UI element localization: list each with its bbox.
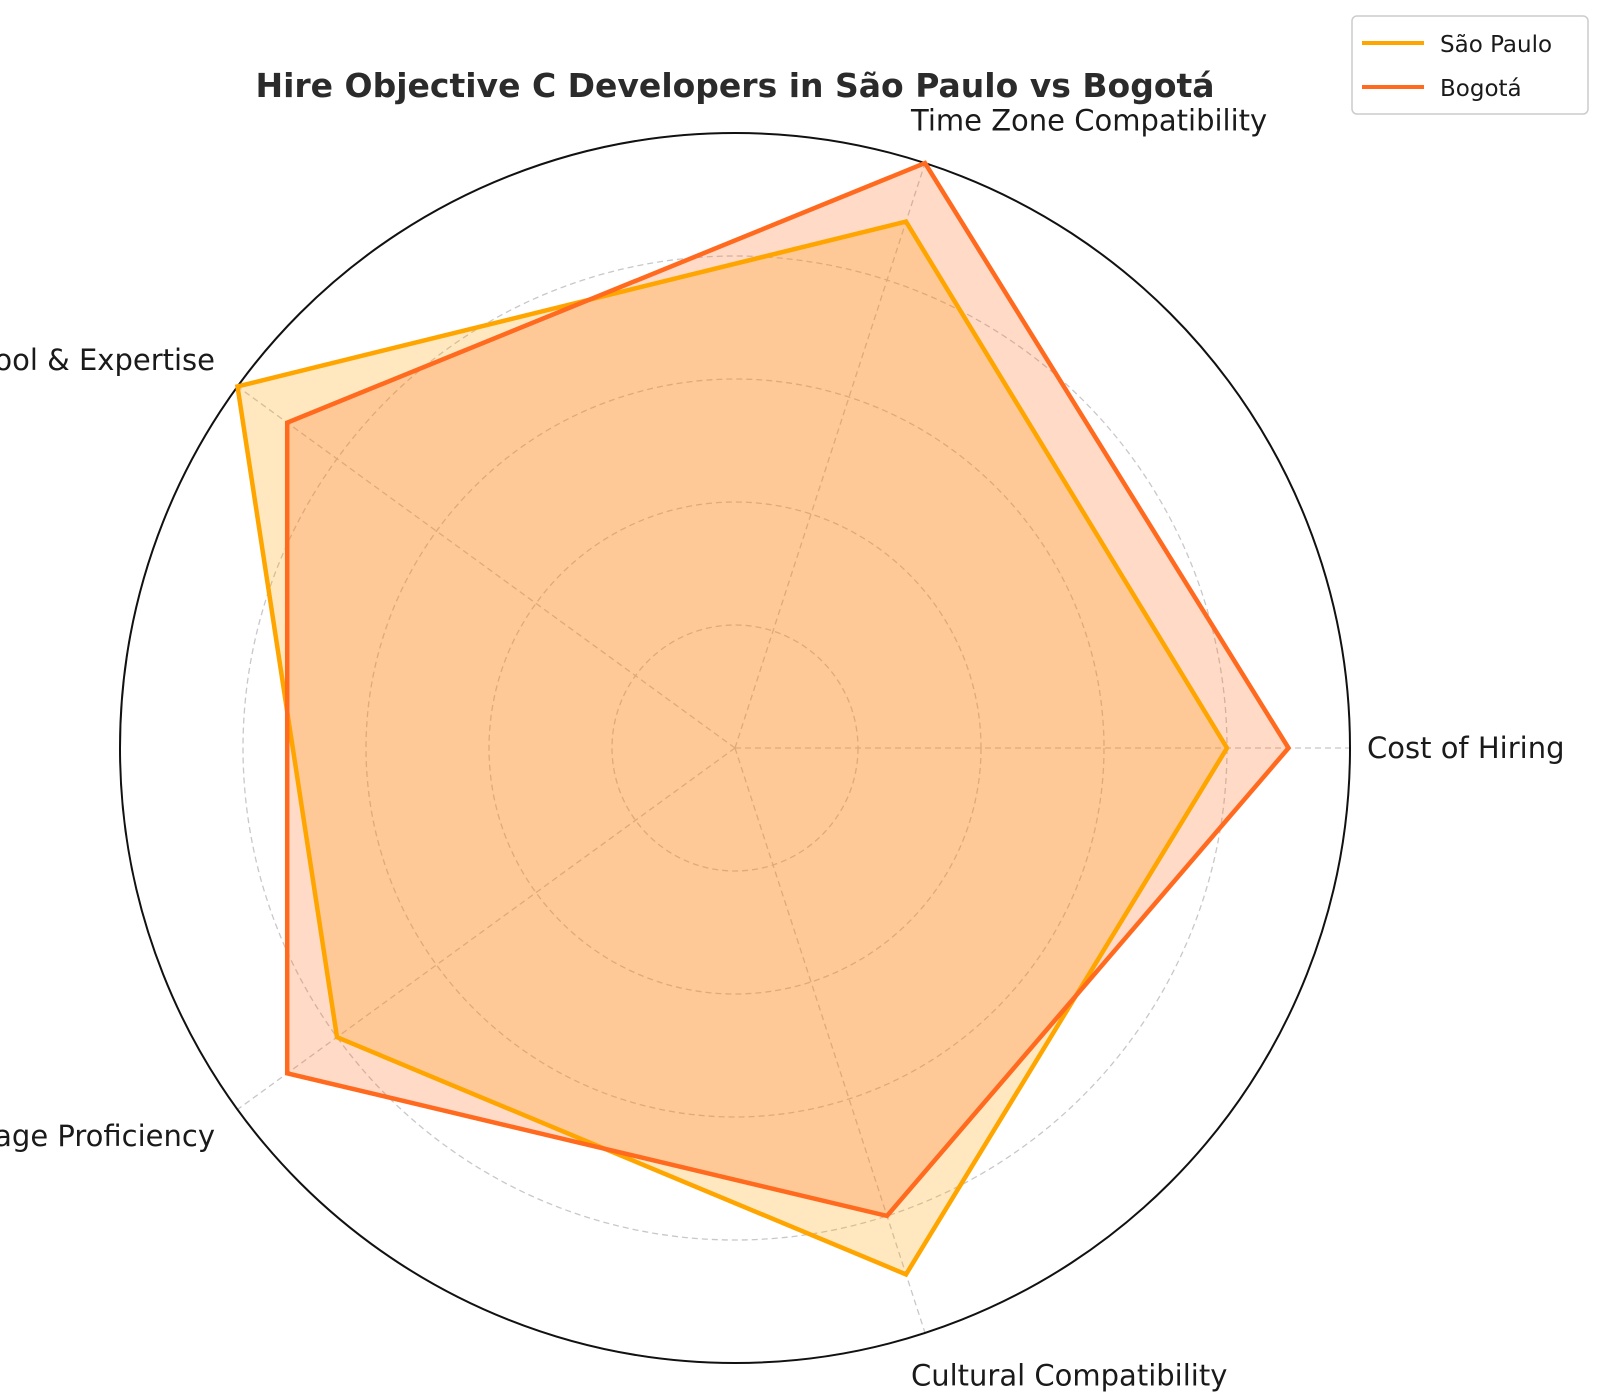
- spoke-language-proficiency: [237, 747, 736, 1111]
- legend-label-bogota: Bogotá: [1440, 76, 1522, 102]
- axis-label-time-zone-compatibility: Time Zone Compatibility: [910, 103, 1267, 137]
- axis-label-language-proficiency: Language Proficiency: [0, 1119, 215, 1153]
- spoke-cultural-compatibility: [734, 747, 926, 1334]
- axis-label-cultural-compatibility: Cultural Compatibility: [911, 1359, 1227, 1393]
- axis-label-cost-of-hiring: Cost of Hiring: [1367, 731, 1565, 765]
- series-line-bogota: [284, 160, 1292, 1219]
- spoke-talent-pool-expertise: [237, 385, 736, 749]
- grid-ring-6: [365, 378, 1105, 1118]
- legend-box: [1351, 15, 1589, 115]
- chart-title: Hire Objective C Developers in São Paulo…: [255, 66, 1214, 105]
- axis-label-talent-pool-expertise: Talent Pool & Expertise: [0, 343, 215, 377]
- spoke-time-zone-compatibility: [734, 162, 926, 749]
- legend-label-sao-paulo: São Paulo: [1440, 32, 1552, 58]
- legend: São Paulo Bogotá: [1351, 15, 1589, 115]
- series-area-bogota: [287, 163, 1289, 1216]
- axis-labels: Cost of Hiring Time Zone Compatibility Tal…: [0, 103, 1565, 1392]
- series-area-sao-paulo: [237, 221, 1227, 1275]
- outer-frame: [119, 132, 1351, 1364]
- radar-series: [234, 160, 1292, 1278]
